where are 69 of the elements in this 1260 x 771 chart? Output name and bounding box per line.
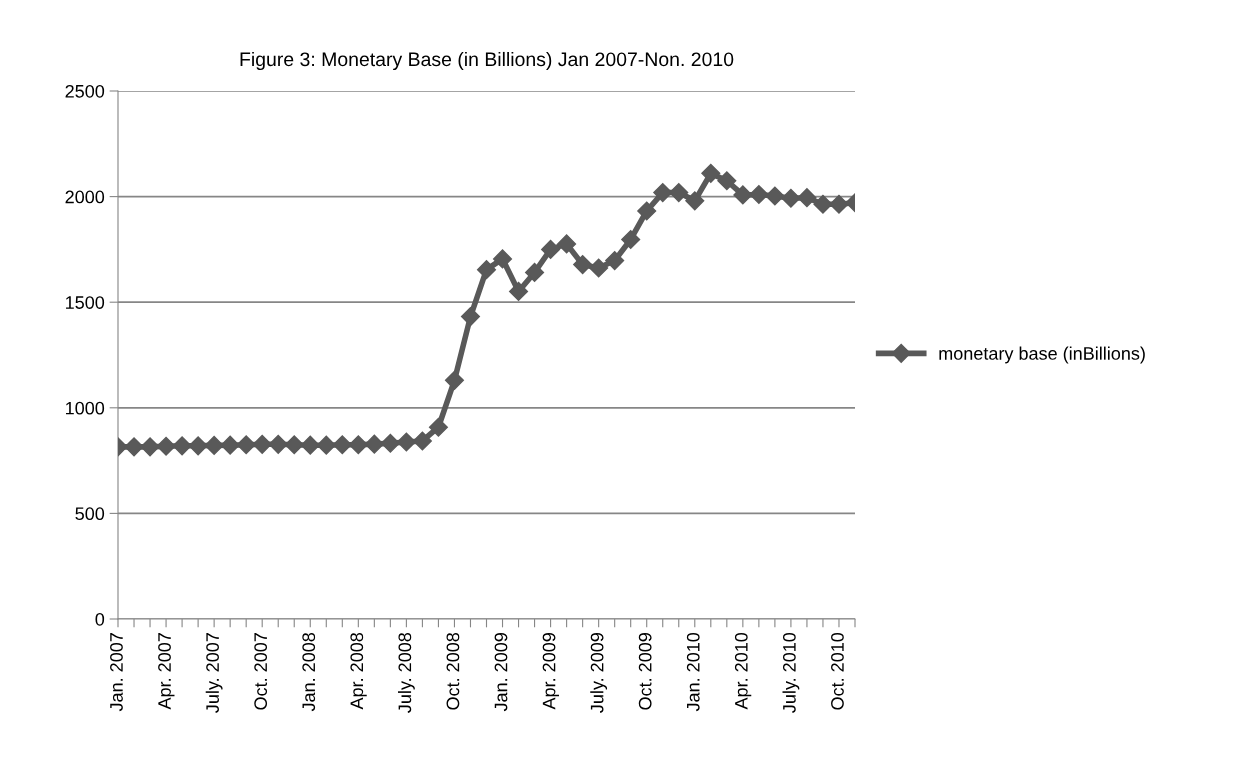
point [156, 436, 176, 456]
point [701, 163, 721, 183]
point [653, 183, 673, 203]
x-tick-label: July. 2010 [782, 632, 800, 713]
point [188, 436, 208, 456]
x-tick-label: Oct. 2007 [254, 633, 268, 710]
x-tick-label: July. 2008 [397, 632, 415, 713]
point [220, 435, 240, 455]
point [509, 281, 529, 301]
x-tick-label: Jan. 2008 [302, 632, 316, 712]
point [204, 435, 224, 455]
x-tick-label: July. 2007 [205, 633, 223, 713]
x-tick-label: Apr. 2010 [734, 632, 752, 710]
point [813, 194, 833, 214]
chart-title: Figure 3: Monetary Base (in Billions) Jan 2007-Non. 2010 [240, 51, 734, 71]
point [124, 437, 144, 457]
point [781, 188, 801, 208]
x-tick-label: Oct. 2008 [446, 632, 460, 710]
point [765, 186, 785, 206]
point [284, 435, 304, 455]
x-tick-label: Apr. 2008 [350, 632, 367, 710]
point [557, 234, 577, 254]
point [605, 251, 625, 271]
legend-label: monetary base (inBillions) [939, 346, 1145, 364]
point [749, 184, 769, 205]
point [637, 201, 657, 221]
point [460, 307, 481, 327]
point [396, 432, 416, 452]
point [316, 435, 336, 455]
point [252, 434, 272, 454]
y-tick-label: 2000 [65, 190, 105, 204]
point [621, 229, 641, 250]
point [733, 185, 753, 205]
point [492, 249, 513, 269]
x-tick-label: Apr. 2007 [158, 633, 175, 710]
point [541, 239, 561, 259]
y-tick-label: 1500 [66, 296, 105, 309]
point [268, 434, 288, 454]
point [428, 417, 448, 437]
x-tick-label: Jan. 2010 [686, 632, 700, 712]
x-tick-label: July. 2009 [590, 633, 608, 713]
x-tick-label: Jan. 2009 [494, 633, 508, 712]
point [685, 191, 705, 211]
y-tick-label: 500 [75, 507, 105, 521]
point [140, 437, 160, 457]
point [476, 260, 497, 280]
point [380, 433, 400, 453]
point [669, 183, 689, 203]
point [573, 255, 593, 275]
point [525, 262, 545, 282]
y-tick-label: 0 [95, 612, 105, 626]
point [717, 171, 737, 191]
x-tick-label: Oct. 2009 [638, 633, 652, 710]
point [364, 434, 384, 454]
point [444, 370, 464, 390]
y-tick-label: 1000 [66, 401, 105, 415]
point [348, 435, 368, 455]
x-tick-label: Jan. 2007 [110, 633, 123, 712]
y-tick-label: 2500 [65, 84, 105, 98]
point [412, 431, 432, 451]
point [797, 188, 817, 208]
point [829, 194, 849, 214]
point [300, 435, 320, 455]
point [332, 435, 352, 455]
point [589, 258, 609, 278]
x-tick-label: Oct. 2010 [831, 632, 844, 710]
point [172, 436, 192, 456]
x-tick-label: Apr. 2009 [542, 633, 559, 710]
point [236, 435, 256, 455]
